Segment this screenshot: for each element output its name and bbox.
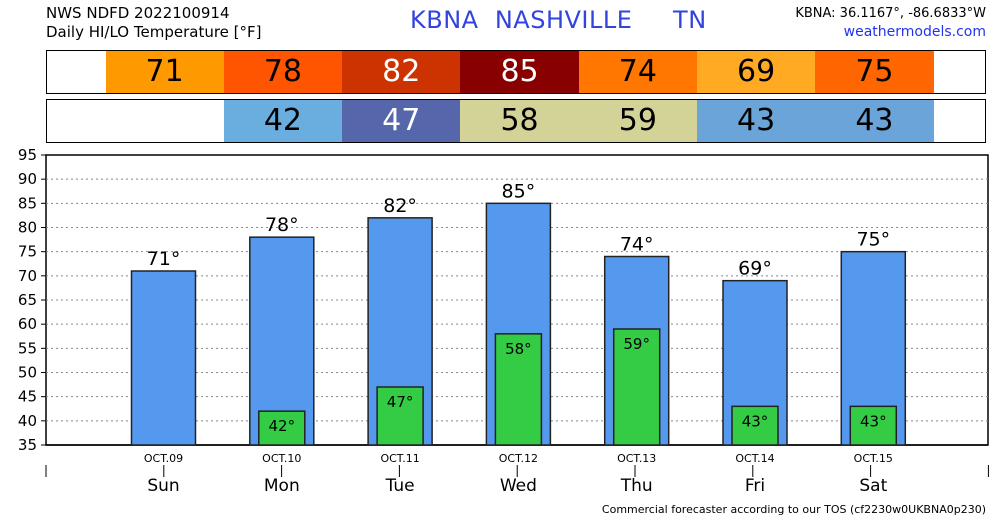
low-temperature-strip: 42 47 58 59 43 43 [46,99,986,143]
hi-strip-cell-0: 71 [105,51,224,93]
header-right: KBNA: 36.1167°, -86.6833°W weathermodels… [795,4,986,42]
y-tick-label: 75 [18,243,37,261]
lo-strip-cell-3: 58 [460,100,579,142]
low-bar [494,333,543,446]
site-link[interactable]: weathermodels.com [843,24,986,40]
y-tick-label: 60 [18,315,37,333]
y-tick-label: 45 [18,388,37,406]
station-title: KBNA NASHVILLE TN [410,6,707,34]
y-tick-label: 65 [18,291,37,309]
x-date-label: OCT.14 [735,452,774,465]
y-tick-label: 35 [18,436,37,454]
x-day-label: Sun [147,476,179,496]
low-bar [376,386,424,446]
x-date-label: OCT.10 [262,452,301,465]
hi-strip-cell-5: 69 [697,51,816,93]
y-tick-label: 85 [18,194,37,212]
x-day-label: Fri [745,476,765,496]
footer-note: Commercial forecaster according to our T… [601,503,986,516]
high-temperature-strip: 71 78 82 85 74 69 75 [46,50,986,94]
hi-strip-cell-2: 82 [342,51,461,93]
high-value-label: 75° [856,229,890,251]
high-value-label: 85° [502,180,536,202]
hi-strip-cell-6: 75 [815,51,934,93]
lo-strip-cell-6: 43 [815,100,934,142]
low-bar [731,405,779,446]
x-day-label: Sat [859,476,887,496]
low-bar [849,405,898,446]
low-value-label: 58° [505,340,532,358]
x-date-label: OCT.13 [617,452,656,465]
low-value-label: 42° [269,417,296,435]
high-bar [130,270,197,446]
low-value-label: 59° [623,335,650,353]
high-value-label: 82° [383,195,417,217]
hi-strip-cell-1: 78 [223,51,343,93]
hi-strip-cell-3: 85 [460,51,579,93]
x-day-label: Thu [620,476,653,496]
product-label: Daily HI/LO Temperature [°F] [46,23,262,41]
x-day-label: Wed [500,476,537,496]
x-day-label: Tue [385,476,415,496]
lo-strip-cell-2: 47 [342,100,461,142]
model-run-label: NWS NDFD 2022100914 [46,4,230,22]
low-value-label: 47° [387,393,414,411]
y-tick-label: 70 [18,267,37,285]
station-coordinates: KBNA: 36.1167°, -86.6833°W [795,6,986,21]
lo-strip-cell-0 [105,100,224,142]
lo-strip-cell-1: 42 [223,100,343,142]
hi-strip-cell-4: 74 [578,51,697,93]
x-date-label: OCT.15 [854,452,893,465]
low-value-label: 43° [742,412,769,430]
x-date-label: OCT.11 [380,452,419,465]
lo-strip-cell-5: 43 [697,100,816,142]
low-value-label: 43° [860,412,887,430]
y-tick-label: 95 [18,146,37,164]
low-bar [612,328,661,446]
y-tick-label: 40 [18,412,37,430]
high-value-label: 69° [738,258,772,280]
high-value-label: 71° [147,248,181,270]
header-left: NWS NDFD 2022100914 Daily HI/LO Temperat… [46,4,262,42]
lo-strip-cell-4: 59 [578,100,697,142]
x-date-label: OCT.09 [144,452,183,465]
y-tick-label: 55 [18,339,37,357]
y-tick-label: 50 [18,364,37,382]
y-tick-label: 90 [18,170,37,188]
x-date-label: OCT.12 [499,452,538,465]
y-tick-label: 80 [18,219,37,237]
high-value-label: 78° [265,214,299,236]
x-day-label: Mon [264,476,300,496]
low-bar [258,410,306,446]
high-value-label: 74° [620,234,654,256]
